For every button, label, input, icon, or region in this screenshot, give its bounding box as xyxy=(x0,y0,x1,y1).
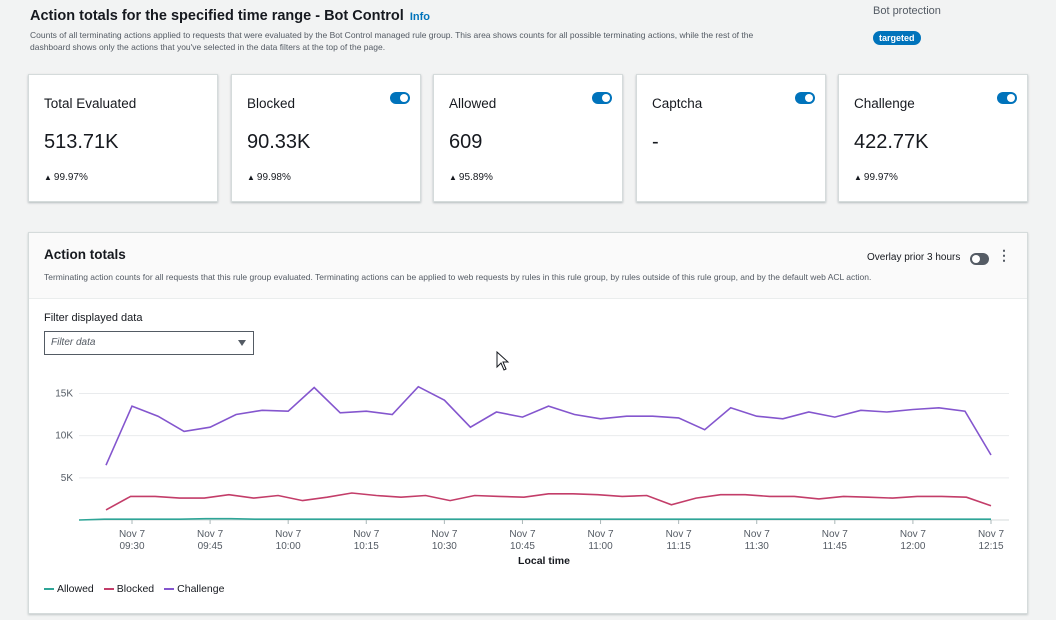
triangle-up-icon: ▲ xyxy=(854,173,862,182)
legend-swatch xyxy=(164,588,175,590)
x-tick-date: Nov 7 xyxy=(275,529,302,540)
x-tick-date: Nov 7 xyxy=(197,529,224,540)
card-allowed: Allowed 609 ▲ 95.89% xyxy=(433,74,623,202)
x-tick-time: 12:15 xyxy=(978,541,1003,552)
x-tick-date: Nov 7 xyxy=(744,529,771,540)
x-axis-label: Local time xyxy=(518,555,570,567)
card-captcha: Captcha - xyxy=(636,74,826,202)
legend-label: Blocked xyxy=(116,583,155,595)
action-totals-panel: Action totals Terminating action counts … xyxy=(28,232,1028,614)
series-line-challenge xyxy=(105,385,992,466)
x-tick-date: Nov 7 xyxy=(587,529,614,540)
x-tick-time: 11:15 xyxy=(666,541,691,552)
x-tick-time: 10:15 xyxy=(354,541,379,552)
card-total-evaluated: Total Evaluated 513.71K ▲ 99.97% xyxy=(28,74,218,202)
x-tick-date: Nov 7 xyxy=(431,529,458,540)
series-line-allowed xyxy=(78,517,991,521)
legend-label: Allowed xyxy=(57,583,94,595)
x-tick-date: Nov 7 xyxy=(119,529,146,540)
section-title-text: Action totals for the specified time ran… xyxy=(30,8,404,24)
card-percent: ▲ 99.98% xyxy=(247,172,291,183)
card-percent: ▲ 99.97% xyxy=(854,172,898,183)
card-value: 609 xyxy=(449,131,483,153)
panel-header: Action totals Terminating action counts … xyxy=(29,233,1027,299)
card-value: - xyxy=(652,131,659,153)
legend-swatch xyxy=(103,588,114,590)
filter-select[interactable]: Filter data xyxy=(44,331,254,355)
legend-item-challenge[interactable]: Challenge xyxy=(164,583,224,595)
card-challenge: Challenge 422.77K ▲ 99.97% xyxy=(838,74,1028,202)
card-title: Blocked xyxy=(247,96,296,111)
challenge-toggle[interactable] xyxy=(997,92,1017,104)
panel-description: Terminating action counts for all reques… xyxy=(44,272,872,282)
bot-protection-label: Bot protection xyxy=(873,5,941,17)
x-tick-date: Nov 7 xyxy=(978,529,1005,540)
overlay-toggle[interactable] xyxy=(970,253,989,265)
x-tick-time: 11:45 xyxy=(823,541,848,552)
card-percent: ▲ 95.89% xyxy=(449,172,493,183)
panel-title: Action totals xyxy=(44,247,126,262)
chart-legend: Allowed Blocked Challenge xyxy=(44,583,224,595)
triangle-up-icon: ▲ xyxy=(44,173,52,182)
x-tick-date: Nov 7 xyxy=(822,529,849,540)
allowed-toggle[interactable] xyxy=(592,92,612,104)
legend-item-allowed[interactable]: Allowed xyxy=(44,583,94,595)
section-title: Action totals for the specified time ran… xyxy=(30,8,430,24)
card-title: Challenge xyxy=(854,96,915,111)
legend-label: Challenge xyxy=(177,583,225,595)
blocked-toggle[interactable] xyxy=(390,92,410,104)
card-value: 513.71K xyxy=(44,131,119,153)
legend-swatch xyxy=(44,588,54,590)
more-options-icon[interactable]: ⋮ xyxy=(997,247,1011,263)
x-tick-time: 11:30 xyxy=(745,541,770,552)
x-tick-date: Nov 7 xyxy=(509,529,536,540)
info-link[interactable]: Info xyxy=(409,11,430,23)
section-description: Counts of all terminating actions applie… xyxy=(30,30,754,52)
series-line-blocked xyxy=(105,492,992,511)
legend-item-blocked[interactable]: Blocked xyxy=(103,583,155,595)
card-percent-value: 95.89% xyxy=(458,172,493,183)
x-tick-time: 12:00 xyxy=(900,541,925,552)
x-tick-date: Nov 7 xyxy=(353,529,380,540)
card-value: 90.33K xyxy=(247,131,311,153)
x-tick-time: 10:00 xyxy=(276,541,301,552)
filter-placeholder: Filter data xyxy=(51,337,96,348)
card-title: Captcha xyxy=(652,96,703,111)
caret-down-icon xyxy=(238,340,246,346)
overlay-label: Overlay prior 3 hours xyxy=(867,252,961,263)
x-tick-time: 10:45 xyxy=(510,541,535,552)
card-percent-value: 99.97% xyxy=(863,172,898,183)
card-percent: ▲ 99.97% xyxy=(44,172,88,183)
x-tick-date: Nov 7 xyxy=(900,529,927,540)
x-tick-time: 09:45 xyxy=(198,541,223,552)
card-value: 422.77K xyxy=(854,131,929,153)
x-tick-time: 11:00 xyxy=(588,541,613,552)
triangle-up-icon: ▲ xyxy=(449,173,457,182)
captcha-toggle[interactable] xyxy=(795,92,815,104)
card-percent-value: 99.98% xyxy=(256,172,291,183)
triangle-up-icon: ▲ xyxy=(247,173,255,182)
x-tick-time: 09:30 xyxy=(119,541,144,552)
y-tick-label: 10K xyxy=(55,431,73,442)
y-tick-label: 15K xyxy=(55,388,73,399)
filter-label: Filter displayed data xyxy=(44,312,143,324)
bot-protection-badge: targeted xyxy=(873,31,921,45)
x-tick-date: Nov 7 xyxy=(666,529,693,540)
x-tick-time: 10:30 xyxy=(432,541,457,552)
mouse-cursor-icon xyxy=(496,351,510,371)
card-percent-value: 99.97% xyxy=(53,172,88,183)
card-title: Allowed xyxy=(449,96,497,111)
y-tick-label: 5K xyxy=(61,473,74,484)
card-title: Total Evaluated xyxy=(44,96,137,111)
card-blocked: Blocked 90.33K ▲ 99.98% xyxy=(231,74,421,202)
